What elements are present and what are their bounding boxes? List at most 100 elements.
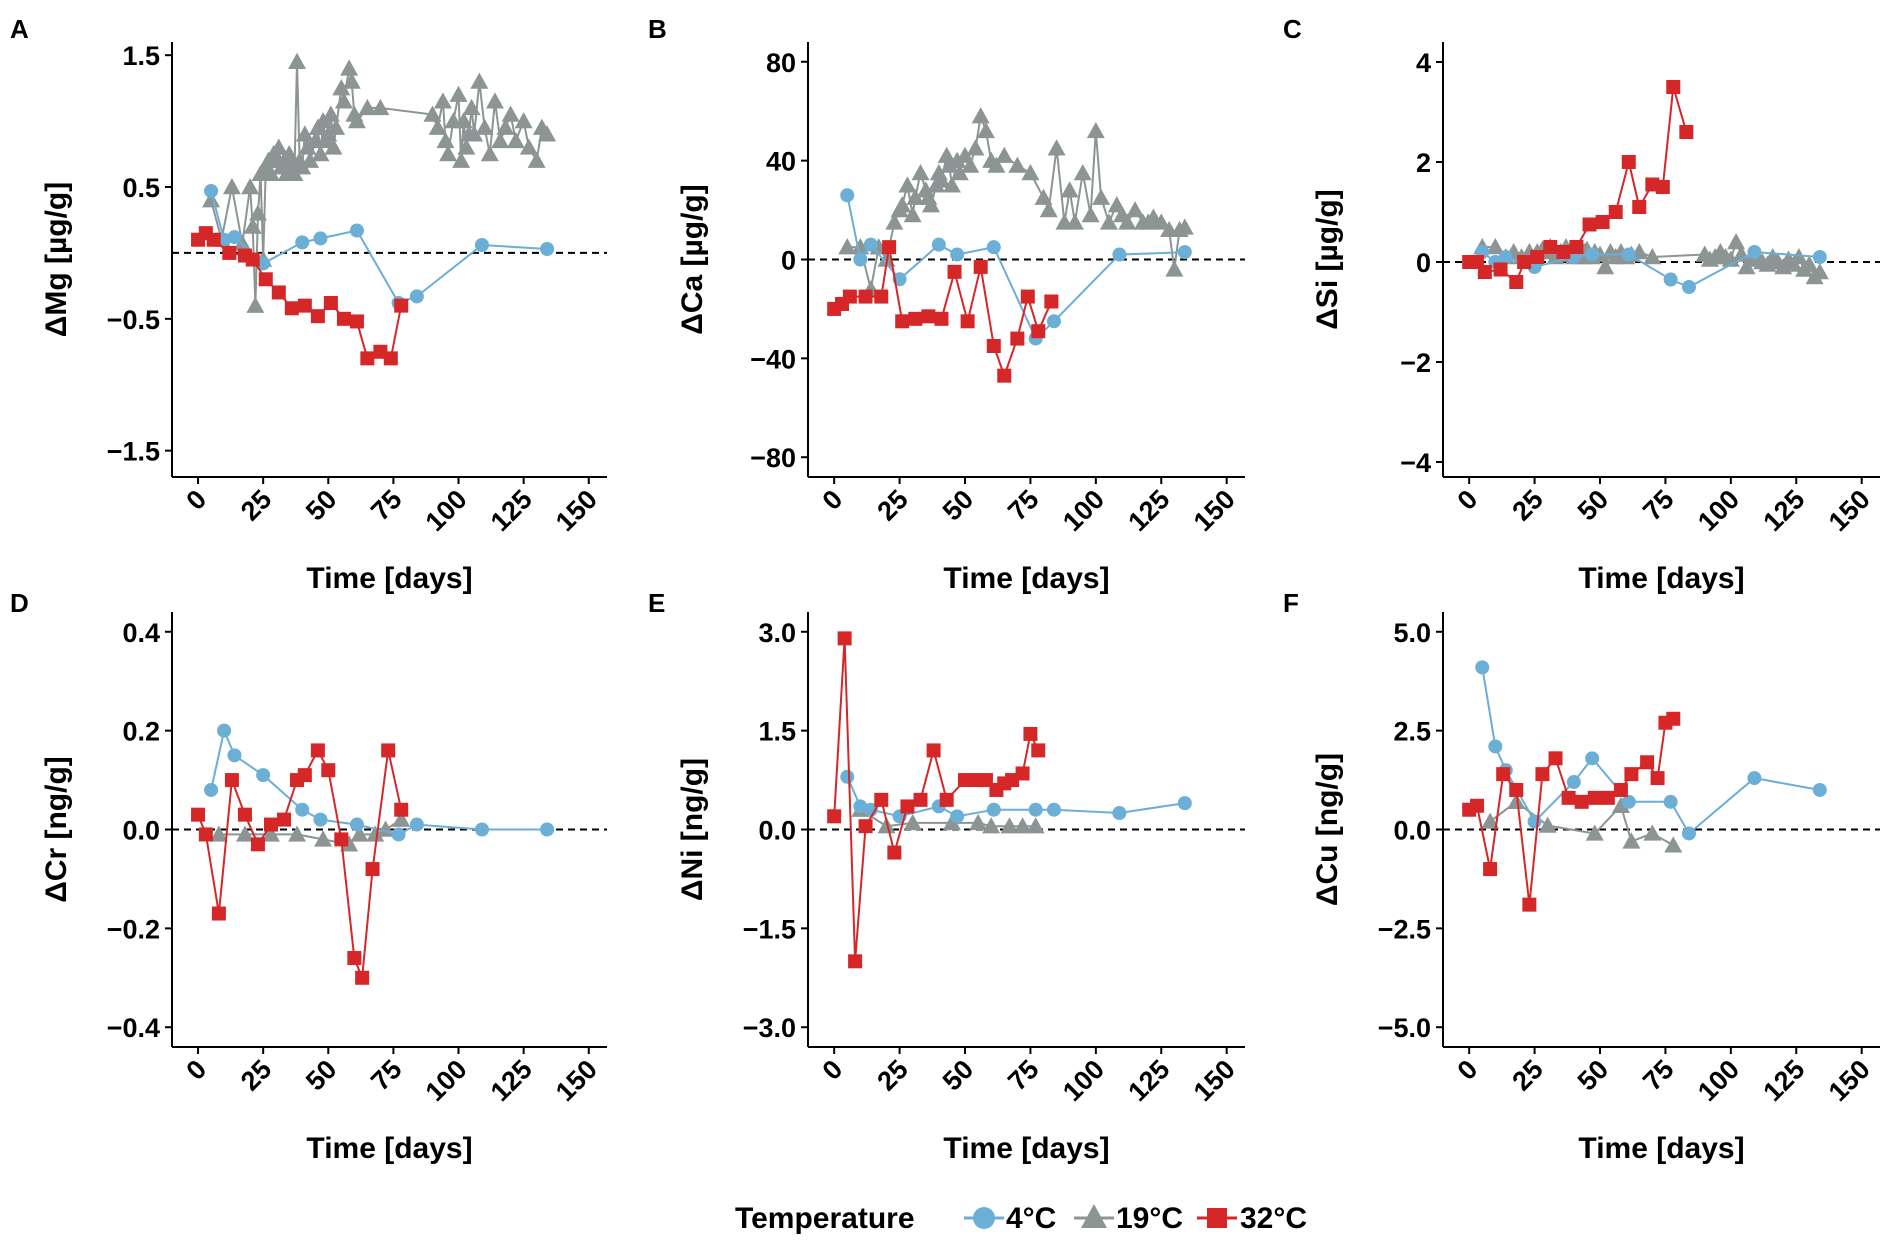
y-tick-label-f: −5.0 — [1378, 1013, 1431, 1043]
data-point-19c-a — [324, 138, 343, 155]
data-point-32c-c — [1655, 180, 1670, 194]
data-point-4c-c — [1681, 280, 1696, 294]
data-point-32c-e — [900, 799, 915, 814]
data-point-19c-f — [1538, 816, 1557, 833]
data-point-19c-d — [340, 835, 359, 852]
data-point-32c-a — [297, 298, 312, 313]
data-point-19c-a — [506, 131, 525, 149]
data-point-19c-a — [436, 131, 455, 149]
y-tick-label-b: 80 — [766, 48, 796, 78]
x-tick-label-e: 125 — [1122, 1054, 1175, 1107]
data-point-4c-e — [986, 802, 1001, 817]
data-point-19c-b — [1034, 188, 1053, 205]
x-tick-label-a: 25 — [235, 484, 277, 526]
x-tick-label-f: 25 — [1506, 1054, 1548, 1096]
data-point-19c-a — [202, 191, 221, 208]
data-point-19c-a — [491, 131, 510, 149]
data-point-19c-b — [1086, 121, 1105, 139]
data-point-32c-a — [336, 311, 351, 326]
data-point-32c-d — [250, 837, 265, 852]
y-tick-label-b: −40 — [750, 344, 796, 374]
data-point-19c-a — [311, 145, 330, 162]
x-tick-label-d: 0 — [180, 1054, 212, 1086]
series-19c-e — [851, 800, 1045, 834]
x-tick-label-e: 100 — [1057, 1054, 1110, 1107]
data-point-4c-b — [950, 247, 965, 262]
data-point-19c-b — [987, 156, 1006, 173]
data-point-32c-c — [1530, 250, 1545, 264]
x-tick-label-b: 50 — [937, 484, 979, 526]
data-point-32c-b — [921, 309, 936, 324]
data-point-4c-e — [1112, 806, 1127, 821]
data-point-32c-d — [297, 768, 312, 783]
y-tick-label-a: −1.5 — [107, 437, 160, 467]
data-point-4c-e — [1028, 802, 1043, 817]
data-point-19c-a — [301, 151, 320, 168]
data-point-19c-a — [248, 204, 267, 221]
data-point-32c-f — [1600, 790, 1615, 805]
series-4c-d — [204, 723, 555, 842]
data-point-4c-f — [1812, 782, 1827, 797]
x-axis-title-c: Time [days] — [1578, 562, 1744, 595]
data-point-32c-c — [1517, 255, 1532, 269]
data-point-19c-d — [314, 830, 333, 847]
data-point-19c-f — [1664, 836, 1683, 853]
data-point-19c-a — [527, 151, 546, 168]
x-tick-label-b: 100 — [1057, 484, 1110, 537]
data-point-4c-f — [1488, 739, 1503, 754]
data-point-19c-c — [1486, 238, 1505, 255]
data-point-32c-c — [1582, 217, 1597, 232]
data-point-19c-a — [452, 151, 471, 168]
data-point-19c-a — [246, 296, 265, 313]
data-point-19c-b — [1065, 213, 1084, 230]
x-tick-label-c: 150 — [1823, 484, 1876, 537]
legend-label-32c: 32°C — [1240, 1202, 1307, 1235]
data-point-32c-f — [1509, 782, 1524, 797]
data-point-32c-a — [394, 298, 409, 313]
x-tick-label-a: 125 — [485, 484, 538, 537]
data-point-32c-d — [334, 832, 349, 847]
x-axis-title-b: Time [days] — [943, 562, 1109, 595]
legend-marker-19c — [1081, 1204, 1107, 1228]
data-point-4c-d — [409, 817, 424, 832]
y-tick-label-f: −2.5 — [1378, 914, 1431, 944]
data-point-19c-a — [334, 92, 353, 109]
data-point-19c-b — [903, 206, 922, 223]
panel-f: F 5.0 2.5 0.0 −2.5 −5.0 0 25 50 75 100 125 150 Time [… — [1283, 588, 1880, 1165]
data-point-4c-a — [295, 235, 310, 250]
data-point-19c-d — [261, 825, 280, 842]
y-tick-label-c: 0 — [1416, 248, 1431, 278]
x-tick-label-f: 75 — [1637, 1054, 1679, 1096]
data-point-32c-d — [381, 743, 396, 758]
y-axis-title-d: ΔCr [ng/g] — [40, 756, 73, 903]
x-tick-label-a: 50 — [300, 484, 342, 526]
data-point-19c-b — [1047, 139, 1066, 156]
data-point-32c-b — [997, 368, 1012, 383]
data-point-32c-d — [191, 807, 206, 822]
x-tick-label-e: 0 — [817, 1054, 849, 1086]
data-point-19c-a — [342, 72, 361, 89]
data-point-4c-b — [1112, 247, 1127, 262]
data-point-32c-b — [1044, 294, 1059, 309]
data-point-32c-b — [908, 311, 923, 326]
data-point-19c-b — [1099, 213, 1118, 230]
data-point-19c-b — [921, 196, 940, 213]
data-point-19c-a — [449, 85, 468, 102]
data-point-4c-c — [1747, 245, 1762, 259]
legend-label-19c: 19°C — [1116, 1202, 1183, 1235]
data-point-32c-b — [842, 289, 857, 304]
series-32c-f — [1462, 711, 1681, 912]
data-point-19c-a — [371, 98, 390, 116]
data-point-19c-b — [851, 238, 870, 255]
data-point-19c-a — [457, 138, 476, 155]
panel-letter-b: B — [648, 14, 667, 44]
data-point-19c-a — [465, 125, 484, 142]
x-tick-label-b: 125 — [1122, 484, 1175, 537]
data-point-19c-b — [1081, 206, 1100, 223]
data-point-4c-d — [313, 812, 328, 827]
data-point-4c-b — [1046, 314, 1061, 329]
data-point-4c-a — [474, 238, 489, 252]
data-point-4c-f — [1585, 751, 1600, 766]
data-point-19c-c — [1810, 263, 1829, 280]
